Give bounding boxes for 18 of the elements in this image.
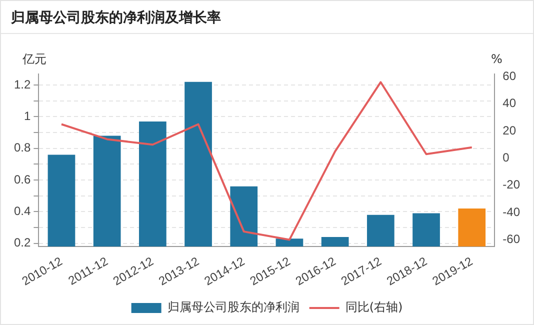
y-axis-title: 亿元 [22,52,47,66]
y2-tick-label: 20 [502,123,516,138]
y-tick-label: 0.8 [14,140,31,155]
y2-axis-title: % [490,52,502,66]
y2-tick-label: 0 [502,150,510,165]
y2-tick-label: -20 [502,178,520,192]
y-tick-label: 0.2 [14,236,31,250]
y2-tick-label: 60 [502,69,516,84]
y-tick-label: 1.2 [14,77,31,92]
y-tick-label: 0.4 [14,204,31,218]
y-tick-label: 1 [24,109,31,124]
y2-tick-label: -40 [502,204,520,219]
legend-label: 同比(右轴) [345,300,403,314]
y2-tick-label: 40 [502,96,516,110]
chart-title: 归属母公司股东的净利润及增长率 [1,1,533,34]
legend-label: 归属母公司股东的净利润 [167,300,300,314]
y-tick-label: 0.6 [14,172,31,186]
y2-tick-label: -60 [502,232,520,246]
